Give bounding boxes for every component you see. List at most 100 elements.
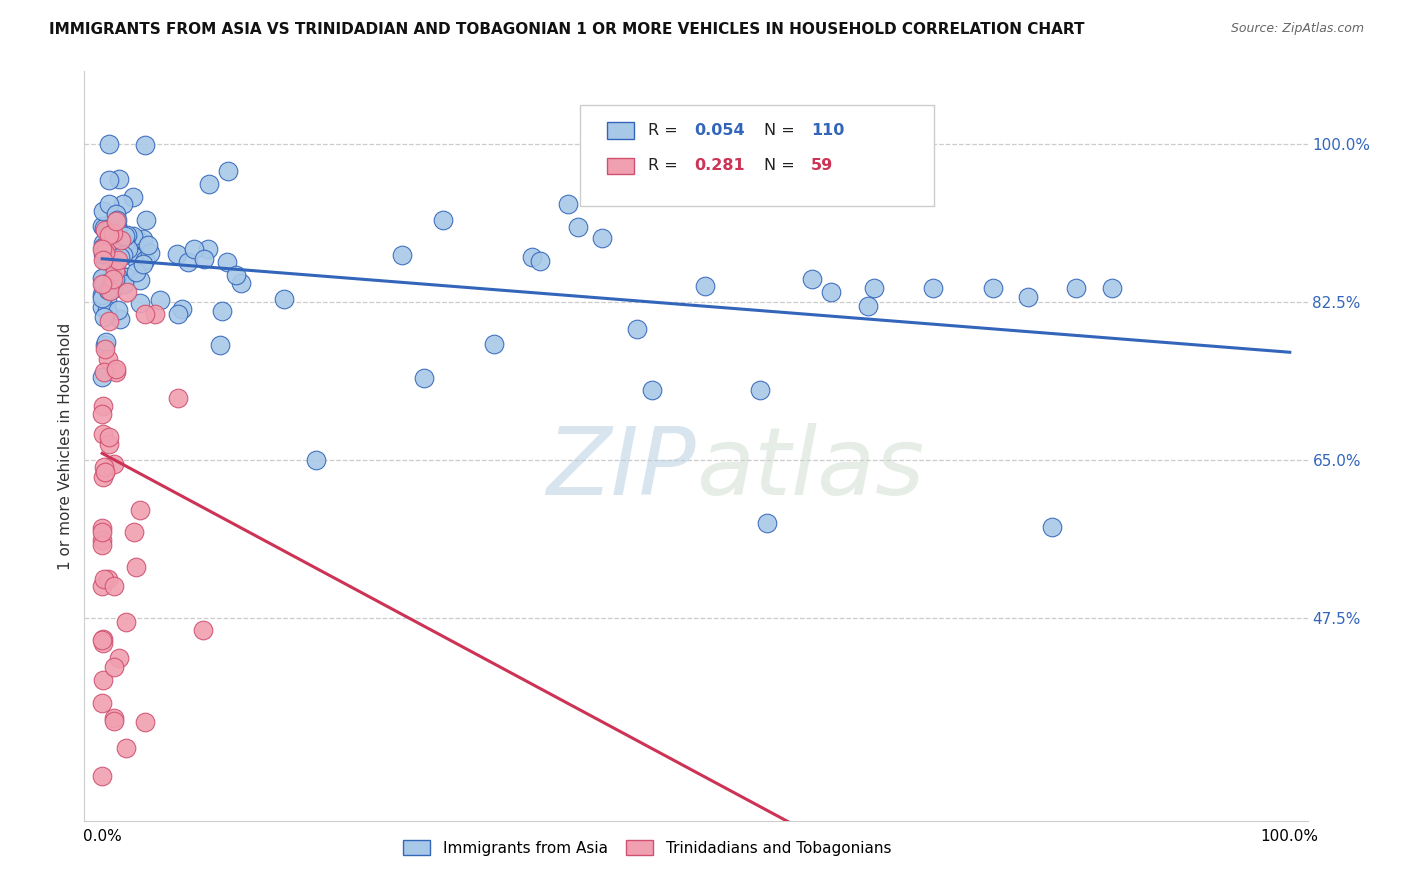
Point bbox=[94, 465, 117, 479]
Point bbox=[1101, 281, 1123, 295]
Point bbox=[215, 255, 238, 269]
Point bbox=[121, 190, 143, 204]
Point bbox=[101, 213, 124, 227]
Point bbox=[103, 226, 125, 240]
Point bbox=[97, 572, 120, 586]
Point bbox=[108, 233, 131, 247]
Point bbox=[863, 281, 886, 295]
Point bbox=[97, 284, 120, 298]
Point bbox=[108, 311, 131, 326]
Point bbox=[91, 300, 114, 314]
Point bbox=[91, 370, 114, 384]
Point bbox=[197, 242, 219, 256]
Point bbox=[91, 284, 114, 298]
Point bbox=[139, 245, 162, 260]
Point bbox=[91, 632, 114, 647]
Point bbox=[93, 277, 115, 291]
Point bbox=[96, 303, 118, 318]
Point bbox=[93, 220, 115, 235]
Point bbox=[484, 337, 506, 351]
Point bbox=[93, 365, 115, 379]
Point bbox=[211, 304, 233, 318]
Text: 0.054: 0.054 bbox=[695, 123, 745, 138]
Point bbox=[91, 533, 114, 547]
Point bbox=[120, 235, 142, 250]
Point bbox=[91, 696, 114, 710]
Point bbox=[273, 292, 295, 306]
Point bbox=[93, 235, 115, 250]
Point bbox=[115, 615, 138, 629]
Point bbox=[103, 457, 125, 471]
Point bbox=[217, 164, 239, 178]
Point bbox=[94, 253, 117, 268]
Point bbox=[91, 277, 114, 292]
Point bbox=[127, 232, 149, 246]
Point bbox=[93, 460, 115, 475]
Point bbox=[121, 229, 143, 244]
Point bbox=[91, 768, 114, 782]
Point bbox=[557, 196, 579, 211]
FancyBboxPatch shape bbox=[606, 122, 634, 139]
Point bbox=[125, 560, 148, 574]
Point bbox=[105, 214, 128, 228]
Point bbox=[103, 660, 125, 674]
Point bbox=[432, 212, 454, 227]
Point bbox=[97, 306, 120, 320]
Point bbox=[93, 204, 115, 219]
Point bbox=[98, 275, 121, 289]
Point bbox=[134, 137, 156, 152]
Point bbox=[91, 673, 114, 688]
Point bbox=[107, 303, 129, 318]
Point bbox=[183, 242, 205, 256]
Point bbox=[91, 271, 114, 285]
Point bbox=[103, 714, 125, 729]
Text: N =: N = bbox=[765, 123, 800, 138]
Point bbox=[93, 245, 115, 260]
Point bbox=[412, 371, 434, 385]
Point bbox=[94, 342, 117, 356]
Point bbox=[111, 248, 134, 262]
Point bbox=[800, 272, 823, 286]
Point bbox=[94, 222, 117, 236]
Point bbox=[105, 365, 128, 379]
Point bbox=[105, 213, 128, 227]
Point bbox=[520, 250, 543, 264]
Point bbox=[134, 253, 156, 268]
Point bbox=[122, 251, 145, 265]
Point bbox=[93, 572, 115, 586]
Point bbox=[96, 334, 118, 349]
Point bbox=[91, 633, 114, 648]
Point bbox=[191, 623, 214, 637]
Text: atlas: atlas bbox=[696, 423, 924, 514]
Point bbox=[748, 384, 770, 398]
Point bbox=[108, 250, 131, 264]
Point bbox=[112, 277, 135, 291]
Text: 59: 59 bbox=[811, 158, 834, 173]
Point bbox=[208, 338, 231, 352]
Point bbox=[117, 242, 139, 256]
Legend: Immigrants from Asia, Trinidadians and Tobagonians: Immigrants from Asia, Trinidadians and T… bbox=[396, 834, 897, 862]
Point bbox=[97, 437, 120, 451]
Point bbox=[176, 254, 198, 268]
Point bbox=[91, 399, 114, 413]
Point bbox=[693, 278, 716, 293]
Point bbox=[820, 285, 842, 299]
Point bbox=[97, 430, 120, 444]
Point bbox=[101, 282, 124, 296]
Point bbox=[91, 247, 114, 261]
Text: Source: ZipAtlas.com: Source: ZipAtlas.com bbox=[1230, 22, 1364, 36]
Point bbox=[98, 314, 121, 328]
Point bbox=[101, 272, 124, 286]
Point bbox=[591, 231, 613, 245]
Point bbox=[91, 219, 114, 233]
Point bbox=[114, 235, 136, 250]
Point bbox=[136, 238, 159, 252]
Point bbox=[170, 302, 193, 317]
Point bbox=[98, 285, 121, 299]
Point bbox=[132, 257, 155, 271]
Point bbox=[229, 276, 252, 290]
Point bbox=[104, 245, 127, 260]
Point bbox=[110, 233, 132, 247]
Point bbox=[91, 271, 114, 285]
Point bbox=[103, 264, 125, 278]
